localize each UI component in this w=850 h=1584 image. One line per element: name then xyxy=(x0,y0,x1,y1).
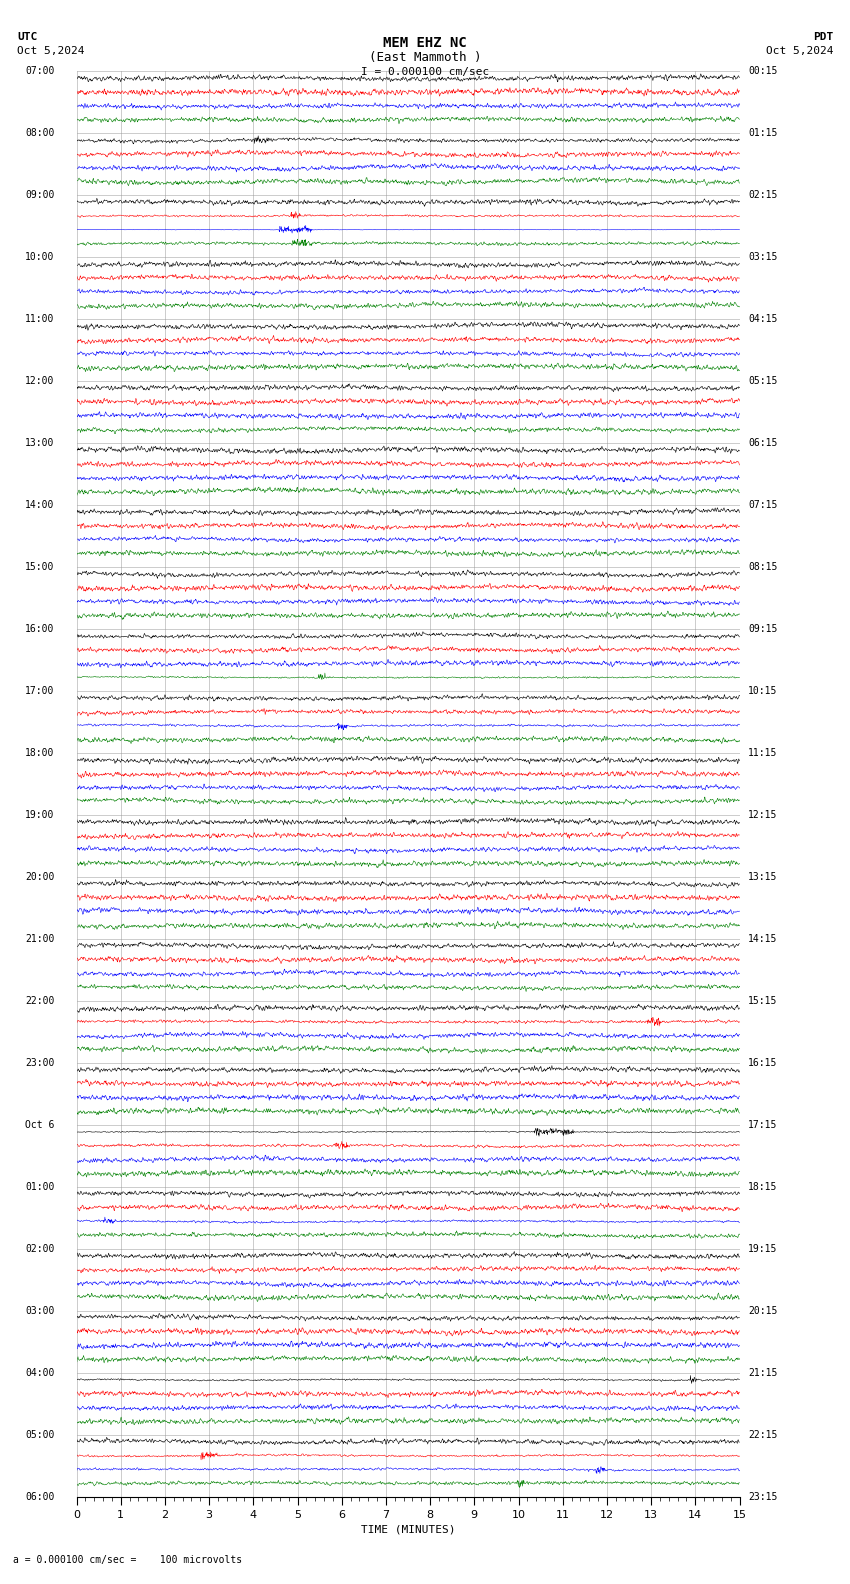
Text: UTC: UTC xyxy=(17,32,37,41)
Text: 08:00: 08:00 xyxy=(25,128,54,138)
Text: 05:00: 05:00 xyxy=(25,1430,54,1440)
Text: 15:00: 15:00 xyxy=(25,562,54,572)
Text: MEM EHZ NC: MEM EHZ NC xyxy=(383,36,467,51)
Text: 09:15: 09:15 xyxy=(748,624,778,634)
Text: 01:00: 01:00 xyxy=(25,1182,54,1193)
Text: 21:00: 21:00 xyxy=(25,935,54,944)
Text: 18:15: 18:15 xyxy=(748,1182,778,1193)
Text: 03:00: 03:00 xyxy=(25,1305,54,1316)
Text: 23:00: 23:00 xyxy=(25,1058,54,1068)
Text: 17:00: 17:00 xyxy=(25,686,54,695)
Text: 03:15: 03:15 xyxy=(748,252,778,263)
Text: 10:00: 10:00 xyxy=(25,252,54,263)
Text: 21:15: 21:15 xyxy=(748,1369,778,1378)
Text: 16:15: 16:15 xyxy=(748,1058,778,1068)
Text: Oct 5,2024: Oct 5,2024 xyxy=(17,46,84,55)
Text: 09:00: 09:00 xyxy=(25,190,54,200)
Text: 22:15: 22:15 xyxy=(748,1430,778,1440)
Text: (East Mammoth ): (East Mammoth ) xyxy=(369,51,481,63)
Text: Oct 6: Oct 6 xyxy=(25,1120,54,1129)
Text: 02:00: 02:00 xyxy=(25,1243,54,1255)
Text: 02:15: 02:15 xyxy=(748,190,778,200)
Text: 19:15: 19:15 xyxy=(748,1243,778,1255)
Text: a = 0.000100 cm/sec =    100 microvolts: a = 0.000100 cm/sec = 100 microvolts xyxy=(13,1555,242,1565)
Text: PDT: PDT xyxy=(813,32,833,41)
Text: 13:00: 13:00 xyxy=(25,439,54,448)
Text: 06:15: 06:15 xyxy=(748,439,778,448)
Text: 04:00: 04:00 xyxy=(25,1369,54,1378)
Text: 20:00: 20:00 xyxy=(25,873,54,882)
X-axis label: TIME (MINUTES): TIME (MINUTES) xyxy=(360,1524,456,1535)
Text: 14:15: 14:15 xyxy=(748,935,778,944)
Text: 01:15: 01:15 xyxy=(748,128,778,138)
Text: 18:00: 18:00 xyxy=(25,748,54,759)
Text: 07:00: 07:00 xyxy=(25,67,54,76)
Text: 12:15: 12:15 xyxy=(748,809,778,821)
Text: 16:00: 16:00 xyxy=(25,624,54,634)
Text: 10:15: 10:15 xyxy=(748,686,778,695)
Text: 15:15: 15:15 xyxy=(748,996,778,1006)
Text: 11:00: 11:00 xyxy=(25,314,54,325)
Text: 11:15: 11:15 xyxy=(748,748,778,759)
Text: 13:15: 13:15 xyxy=(748,873,778,882)
Text: 14:00: 14:00 xyxy=(25,501,54,510)
Text: 05:15: 05:15 xyxy=(748,375,778,386)
Text: I = 0.000100 cm/sec: I = 0.000100 cm/sec xyxy=(361,67,489,76)
Text: 22:00: 22:00 xyxy=(25,996,54,1006)
Text: 12:00: 12:00 xyxy=(25,375,54,386)
Text: 06:00: 06:00 xyxy=(25,1492,54,1502)
Text: 17:15: 17:15 xyxy=(748,1120,778,1129)
Text: 08:15: 08:15 xyxy=(748,562,778,572)
Text: 20:15: 20:15 xyxy=(748,1305,778,1316)
Text: 04:15: 04:15 xyxy=(748,314,778,325)
Text: 00:15: 00:15 xyxy=(748,67,778,76)
Text: Oct 5,2024: Oct 5,2024 xyxy=(766,46,833,55)
Text: 19:00: 19:00 xyxy=(25,809,54,821)
Text: 07:15: 07:15 xyxy=(748,501,778,510)
Text: 23:15: 23:15 xyxy=(748,1492,778,1502)
